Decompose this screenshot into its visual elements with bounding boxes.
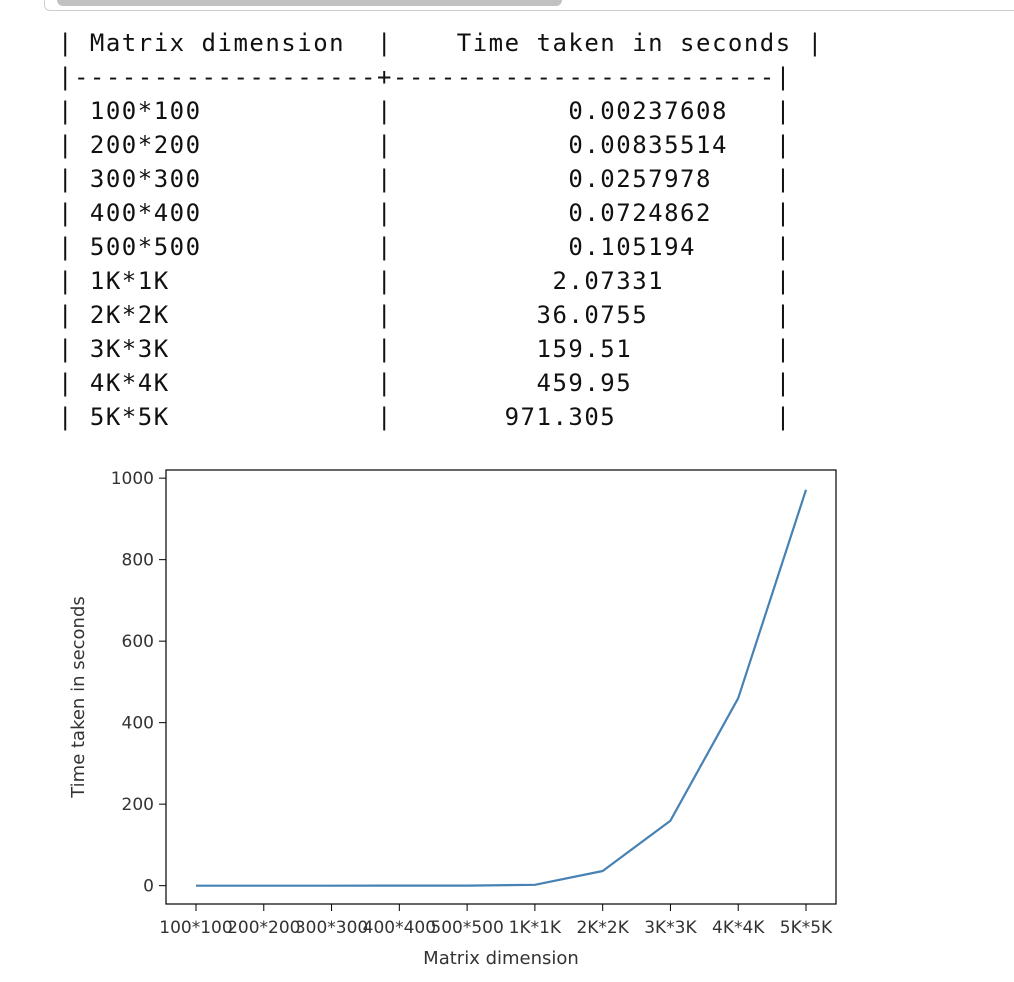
horizontal-scrollbar-thumb[interactable] (57, 0, 562, 6)
table-header: | Matrix dimension | Time taken in secon… (58, 29, 824, 57)
y-tick-label: 600 (122, 632, 154, 652)
row-dimension: 1K*1K (89, 267, 170, 295)
row-time: 0.0257978 (568, 165, 712, 193)
x-tick-label: 100*100 (159, 918, 232, 938)
x-tick-label: 400*400 (363, 918, 436, 938)
header-dimension: Matrix dimension (89, 29, 346, 57)
x-tick-label: 500*500 (430, 918, 503, 938)
row-time: 971.305 (504, 403, 617, 431)
table-row: | 2K*2K | 36.0755 | (58, 301, 792, 329)
row-time: 0.0724862 (568, 199, 712, 227)
y-tick-label: 800 (122, 551, 154, 571)
x-tick-label: 1K*1K (509, 918, 562, 938)
x-tick-label: 3K*3K (644, 918, 697, 938)
table-row: | 300*300 | 0.0257978 | (58, 165, 792, 193)
x-tick-label: 4K*4K (712, 918, 765, 938)
row-time: 159.51 (536, 335, 633, 363)
x-tick-label: 5K*5K (780, 918, 833, 938)
row-dimension: 2K*2K (89, 301, 170, 329)
table-separator: |-------------------+-------------------… (58, 63, 792, 91)
row-dimension: 300*300 (89, 165, 202, 193)
series-line (196, 489, 808, 887)
y-axis: 0 200 400 600 800 1000 (111, 469, 166, 897)
y-tick-label: 200 (122, 795, 154, 815)
table-row: | 1K*1K | 2.07331 | (58, 267, 792, 295)
header-time: Time taken in seconds (456, 29, 792, 57)
table-row: | 500*500 | 0.105194 | (58, 233, 792, 261)
x-axis-label: Matrix dimension (423, 948, 579, 969)
chart: 0 200 400 600 800 1000 100*100 200*200 300*300 4… (0, 450, 1014, 982)
row-time: 0.00835514 (568, 131, 728, 159)
x-tick-label: 200*200 (227, 918, 300, 938)
row-time: 0.00237608 (568, 97, 728, 125)
table-row: | 400*400 | 0.0724862 | (58, 199, 792, 227)
y-axis-label: Time taken in seconds (68, 596, 89, 799)
x-tick-label: 2K*2K (576, 918, 629, 938)
row-time: 36.0755 (536, 301, 649, 329)
plot-area (165, 469, 837, 905)
row-time: 459.95 (536, 369, 633, 397)
row-dimension: 100*100 (89, 97, 202, 125)
row-dimension: 3K*3K (89, 335, 170, 363)
row-time: 0.105194 (568, 233, 696, 261)
table-row: | 3K*3K | 159.51 | (58, 335, 792, 363)
y-tick-label: 400 (122, 714, 154, 734)
row-dimension: 200*200 (89, 131, 202, 159)
row-dimension: 400*400 (89, 199, 202, 227)
y-tick-label: 0 (143, 877, 154, 897)
table-row: | 200*200 | 0.00835514 | (58, 131, 792, 159)
y-tick-label: 1000 (111, 469, 154, 489)
results-table: | Matrix dimension | Time taken in secon… (58, 26, 824, 434)
table-row: | 5K*5K | 971.305 | (58, 403, 792, 431)
row-dimension: 500*500 (89, 233, 202, 261)
row-dimension: 4K*4K (89, 369, 170, 397)
row-time: 2.07331 (552, 267, 665, 295)
table-row: | 100*100 | 0.00237608 | (58, 97, 792, 125)
x-tick-label: 300*300 (295, 918, 368, 938)
row-dimension: 5K*5K (89, 403, 170, 431)
table-row: | 4K*4K | 459.95 | (58, 369, 792, 397)
